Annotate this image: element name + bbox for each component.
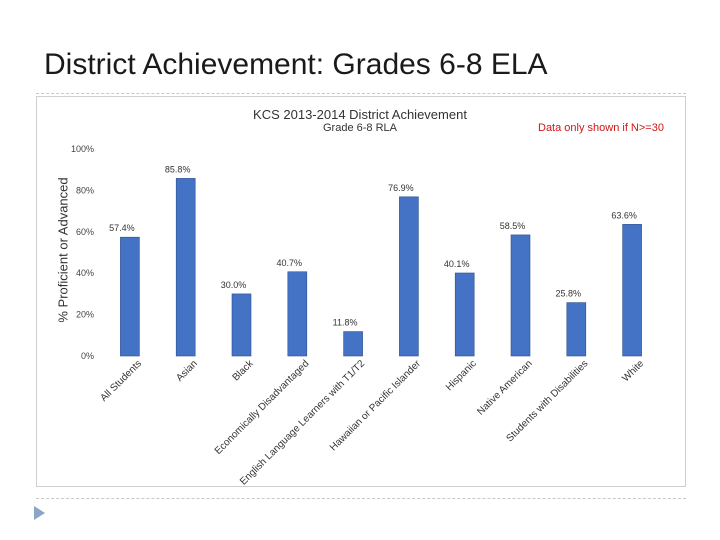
x-tick-label: Economically Disadvantaged: [213, 358, 312, 457]
x-tick-label: All Students: [99, 358, 145, 404]
x-tick-label: White: [620, 358, 646, 384]
y-tick-label: 40%: [76, 268, 94, 278]
slide-nav-arrow-icon[interactable]: [34, 506, 45, 520]
bar: [566, 302, 587, 357]
bar: [454, 272, 475, 357]
data-label: 40.7%: [277, 258, 303, 268]
slide-title: District Achievement: Grades 6-8 ELA: [44, 48, 548, 81]
chart-note: Data only shown if N>=30: [538, 122, 664, 134]
bar: [120, 236, 140, 357]
bar: [510, 234, 531, 357]
y-tick-label: 80%: [76, 185, 94, 195]
data-label: 58.5%: [500, 221, 526, 231]
chart-title: KCS 2013-2014 District Achievement: [253, 107, 467, 122]
bar: [231, 293, 252, 357]
data-label: 40.1%: [444, 259, 470, 269]
bottom-divider: [36, 498, 686, 499]
y-tick-label: 20%: [76, 310, 94, 320]
y-tick-label: 0%: [81, 351, 94, 361]
data-label: 30.0%: [221, 280, 247, 290]
top-divider: [36, 93, 686, 94]
data-label: 76.9%: [388, 183, 414, 193]
bar: [175, 178, 196, 357]
x-tick-label: Black: [231, 358, 257, 384]
x-tick-label: Hawaiian or Pacific Islander: [328, 358, 424, 454]
data-label: 25.8%: [556, 289, 582, 299]
data-label: 11.8%: [333, 318, 358, 328]
chart-subtitle: Grade 6-8 RLA: [323, 122, 397, 134]
x-tick-label: Hispanic: [444, 358, 479, 393]
y-tick-label: 100%: [71, 144, 94, 154]
data-label: 57.4%: [109, 223, 135, 233]
chart-frame: [36, 96, 686, 487]
bar: [622, 224, 642, 357]
x-tick-label: Native American: [475, 358, 534, 417]
x-tick-label: English Language Learners with T1/T2: [238, 358, 367, 487]
data-label: 63.6%: [611, 210, 637, 220]
bar: [399, 196, 419, 357]
bar: [287, 271, 308, 357]
data-label: 85.8%: [165, 164, 191, 174]
y-tick-label: 60%: [76, 227, 94, 237]
bar: [343, 331, 363, 357]
x-tick-label: Asian: [174, 358, 199, 383]
